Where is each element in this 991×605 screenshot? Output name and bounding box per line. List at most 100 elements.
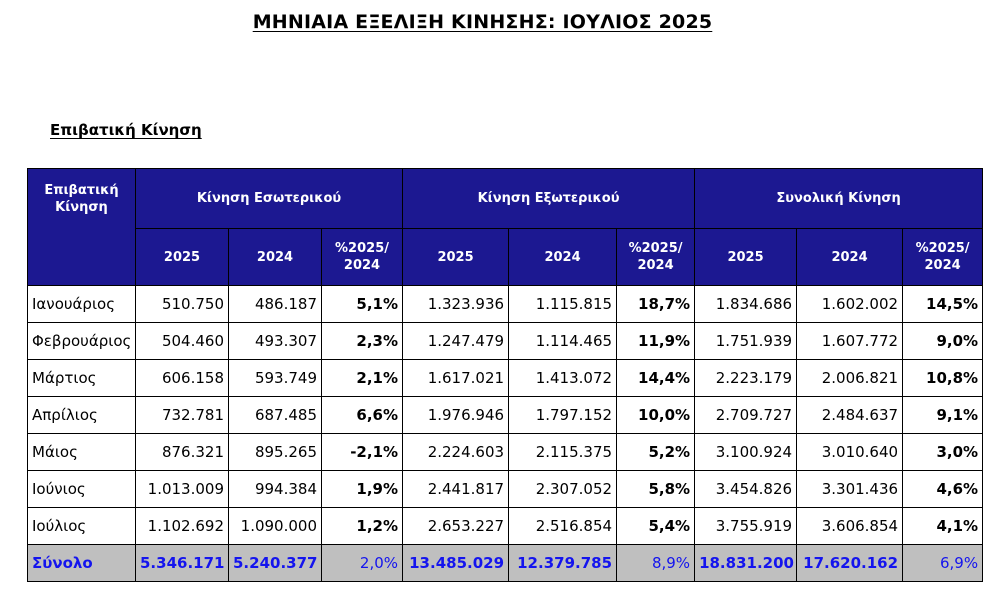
pct-cell: 4,1% [902, 507, 984, 545]
value-cell: 732.781 [135, 396, 229, 434]
pct-cell: 9,1% [902, 396, 984, 434]
pct-cell: 14,4% [616, 359, 696, 397]
pct-cell: 1,2% [320, 507, 404, 545]
value-cell: 2.709.727 [694, 396, 798, 434]
passenger-traffic-table: Επιβατική Κίνηση Κίνηση Εσωτερικού Κίνησ… [27, 168, 984, 582]
table-row: Μάιος 876.321 895.265 -2,1% 2.224.603 2.… [27, 433, 984, 471]
pct-cell: 14,5% [902, 285, 984, 323]
subheader-2025: 2025 [402, 228, 510, 286]
total-row: Σύνολο 5.346.171 5.240.377 2,0% 13.485.0… [27, 544, 984, 582]
value-cell: 593.749 [228, 359, 322, 397]
table-row: Μάρτιος 606.158 593.749 2,1% 1.617.021 1… [27, 359, 984, 397]
value-cell: 2.516.854 [508, 507, 618, 545]
subheader-pct-text: %2025/ 2024 [628, 241, 683, 273]
value-cell: 1.323.936 [402, 285, 510, 323]
pct-cell: 10,8% [902, 359, 984, 397]
month-cell: Φεβρουάριος [27, 322, 136, 360]
header-row-years: 2025 2024 %2025/ 2024 2025 2024 %2025/ 2… [28, 228, 984, 286]
month-cell: Ιούνιος [27, 470, 136, 508]
header-row-groups: Επιβατική Κίνηση Κίνηση Εσωτερικού Κίνησ… [27, 168, 984, 286]
subheader-2025: 2025 [694, 228, 798, 286]
value-cell: 1.102.692 [135, 507, 229, 545]
pct-cell: 5,8% [616, 470, 696, 508]
subheader-pct-text: %2025/ 2024 [915, 241, 970, 273]
value-cell: 1.751.939 [694, 322, 798, 360]
group-header-total: Συνολική Κίνηση [694, 168, 984, 229]
total-value-cell: 17.620.162 [796, 544, 904, 582]
subheader-2024: 2024 [508, 228, 618, 286]
value-cell: 486.187 [228, 285, 322, 323]
value-cell: 1.602.002 [796, 285, 904, 323]
page-title: ΜΗΝΙΑΙΑ ΕΞΕΛΙΞΗ ΚΙΝΗΣΗΣ: ΙΟΥΛΙΟΣ 2025 [252, 11, 713, 33]
subheader-2024: 2024 [228, 228, 322, 286]
value-cell: 2.653.227 [402, 507, 510, 545]
table-row: Ιούνιος 1.013.009 994.384 1,9% 2.441.817… [27, 470, 984, 508]
value-cell: 3.010.640 [796, 433, 904, 471]
subheader-pct: %2025/ 2024 [616, 228, 696, 286]
pct-cell: 3,0% [902, 433, 984, 471]
total-value-cell: 5.346.171 [135, 544, 229, 582]
value-cell: 2.224.603 [402, 433, 510, 471]
value-cell: 510.750 [135, 285, 229, 323]
pct-cell: 2,3% [320, 322, 404, 360]
value-cell: 1.834.686 [694, 285, 798, 323]
value-cell: 1.114.465 [508, 322, 618, 360]
month-cell: Μάιος [27, 433, 136, 471]
group-header-domestic: Κίνηση Εσωτερικού [134, 168, 404, 229]
pct-cell: 5,2% [616, 433, 696, 471]
pct-cell: 5,1% [320, 285, 404, 323]
pct-cell: -2,1% [320, 433, 404, 471]
value-cell: 2.307.052 [508, 470, 618, 508]
total-value-cell: 18.831.200 [694, 544, 798, 582]
value-cell: 1.413.072 [508, 359, 618, 397]
value-cell: 2.223.179 [694, 359, 798, 397]
total-label: Σύνολο [27, 544, 136, 582]
pct-cell: 1,9% [320, 470, 404, 508]
value-cell: 2.441.817 [402, 470, 510, 508]
pct-cell: 4,6% [902, 470, 984, 508]
value-cell: 1.247.479 [402, 322, 510, 360]
value-cell: 1.115.815 [508, 285, 618, 323]
subheader-pct-text: %2025/ 2024 [335, 241, 389, 273]
month-cell: Απρίλιος [27, 396, 136, 434]
table-row: Ιανουάριος 510.750 486.187 5,1% 1.323.93… [27, 285, 984, 323]
value-cell: 876.321 [135, 433, 229, 471]
total-value-cell: 13.485.029 [402, 544, 510, 582]
month-cell: Ιανουάριος [27, 285, 136, 323]
subheader-2024: 2024 [796, 228, 904, 286]
value-cell: 1.090.000 [228, 507, 322, 545]
pct-cell: 6,6% [320, 396, 404, 434]
value-cell: 3.301.436 [796, 470, 904, 508]
value-cell: 3.454.826 [694, 470, 798, 508]
value-cell: 2.484.637 [796, 396, 904, 434]
value-cell: 3.606.854 [796, 507, 904, 545]
table-row: Απρίλιος 732.781 687.485 6,6% 1.976.946 … [27, 396, 984, 434]
subheader-pct: %2025/ 2024 [320, 228, 404, 286]
pct-cell: 9,0% [902, 322, 984, 360]
section-title: Επιβατική Κίνηση [50, 121, 202, 139]
total-value-cell: 5.240.377 [228, 544, 322, 582]
table-row: Φεβρουάριος 504.460 493.307 2,3% 1.247.4… [27, 322, 984, 360]
pct-cell: 5,4% [616, 507, 696, 545]
group-header-international: Κίνηση Εξωτερικού [402, 168, 696, 229]
value-cell: 2.006.821 [796, 359, 904, 397]
corner-header-text: Επιβατική Κίνηση [44, 183, 119, 215]
value-cell: 994.384 [228, 470, 322, 508]
table-row: Ιούλιος 1.102.692 1.090.000 1,2% 2.653.2… [27, 507, 984, 545]
value-cell: 2.115.375 [508, 433, 618, 471]
total-pct-cell: 2,0% [320, 544, 404, 582]
pct-cell: 11,9% [616, 322, 696, 360]
value-cell: 1.797.152 [508, 396, 618, 434]
subheader-pct: %2025/ 2024 [902, 228, 984, 286]
total-value-cell: 12.379.785 [508, 544, 618, 582]
month-cell: Ιούλιος [27, 507, 136, 545]
pct-cell: 18,7% [616, 285, 696, 323]
value-cell: 3.100.924 [694, 433, 798, 471]
subheader-2025: 2025 [135, 228, 229, 286]
total-pct-cell: 8,9% [616, 544, 696, 582]
corner-header: Επιβατική Κίνηση [27, 168, 136, 286]
value-cell: 504.460 [135, 322, 229, 360]
value-cell: 3.755.919 [694, 507, 798, 545]
value-cell: 895.265 [228, 433, 322, 471]
value-cell: 1.013.009 [135, 470, 229, 508]
